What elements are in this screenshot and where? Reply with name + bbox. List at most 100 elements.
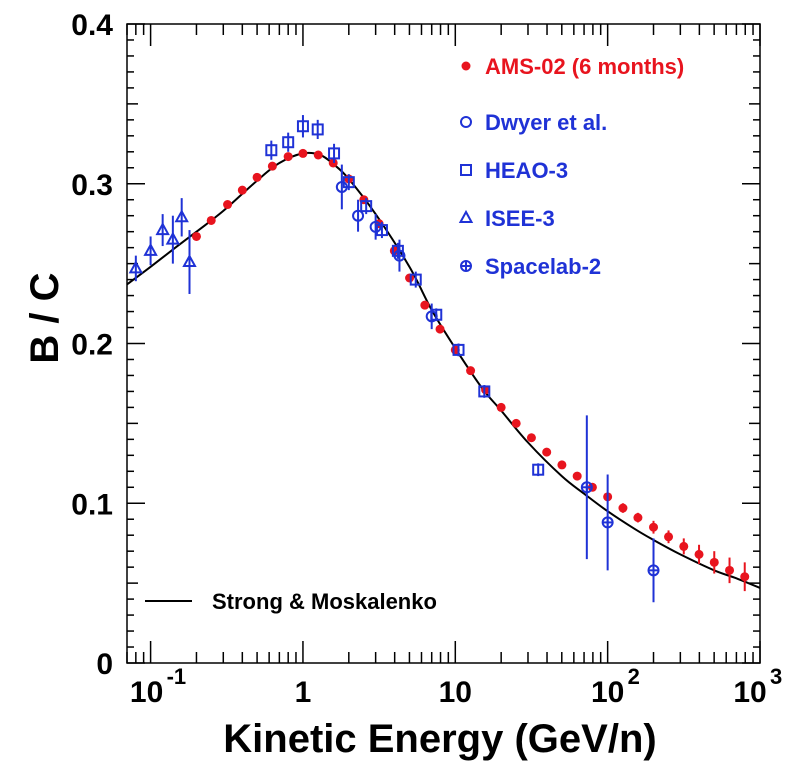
data-point	[311, 123, 324, 136]
marker-dot	[679, 541, 689, 551]
data-point	[174, 209, 189, 223]
legend-marker	[460, 116, 472, 128]
marker-dot	[694, 549, 704, 559]
x-tick-exponent: 3	[770, 664, 782, 689]
data-point	[649, 522, 659, 532]
legend-label: Spacelab-2	[485, 254, 601, 279]
data-point	[601, 516, 614, 529]
marker-dot	[542, 447, 552, 457]
data-point	[328, 147, 341, 160]
marker-dot	[618, 503, 628, 513]
marker-square	[296, 120, 309, 133]
data-point	[143, 242, 158, 256]
legend-label: ISEE-3	[485, 206, 555, 231]
marker-dot	[298, 148, 308, 158]
data-point	[435, 324, 445, 334]
x-tick-label: 10	[439, 676, 472, 709]
legend-label: Dwyer et al.	[485, 110, 607, 135]
y-axis-label: B / C	[23, 272, 67, 363]
data-point	[267, 161, 277, 171]
data-point	[694, 549, 704, 559]
data-point	[526, 433, 536, 443]
legend-marker	[458, 209, 474, 223]
data-point	[298, 148, 308, 158]
data-point	[296, 120, 309, 133]
data-point	[405, 273, 415, 283]
axis-ticks	[126, 23, 761, 664]
marker-dot	[557, 460, 567, 470]
data-point	[165, 231, 181, 245]
marker-dot	[252, 172, 262, 182]
x-tick-label: 1	[295, 676, 312, 709]
data-point	[572, 471, 582, 481]
marker-dot	[420, 300, 430, 310]
data-point	[618, 503, 628, 513]
curve-legend: Strong & Moskalenko	[145, 589, 437, 614]
marker-dot	[283, 152, 293, 162]
marker-square	[375, 224, 388, 237]
marker-triangle	[174, 209, 189, 223]
data-point	[391, 244, 404, 257]
data-point	[155, 222, 170, 236]
curve-legend-label: Strong & Moskalenko	[212, 589, 437, 614]
marker-dot	[466, 366, 476, 376]
data-point	[182, 253, 197, 268]
marker-triangle	[155, 222, 170, 236]
data-point	[511, 418, 521, 428]
marker-dot	[633, 513, 643, 523]
y-tick-label: 0.3	[71, 169, 113, 202]
data-point	[542, 447, 552, 457]
marker-triangle	[458, 209, 474, 223]
marker-triangle	[128, 260, 144, 274]
marker-dot	[435, 324, 445, 334]
legend-item: HEAO-3	[460, 158, 568, 183]
legend-label: AMS-02 (6 months)	[485, 54, 684, 79]
marker-square	[460, 164, 472, 176]
data-point	[679, 541, 689, 551]
data-point	[128, 260, 144, 274]
marker-dot	[191, 231, 201, 241]
marker-triangle	[143, 242, 158, 256]
marker-dot	[496, 402, 506, 412]
x-tick-label: 10	[733, 676, 766, 709]
legend-marker	[460, 260, 472, 272]
marker-square	[532, 463, 545, 476]
data-point	[237, 185, 247, 195]
marker-dot	[206, 215, 216, 225]
marker-square	[360, 200, 373, 213]
data-point	[430, 308, 443, 321]
marker-dot	[649, 522, 659, 532]
plot-frame	[126, 23, 761, 664]
legend: AMS-02 (6 months) Dwyer et al. HEAO-3 ISEE-…	[458, 54, 684, 279]
data-point	[223, 200, 233, 210]
marker-dot	[267, 161, 277, 171]
y-tick-label: 0.4	[71, 9, 113, 42]
series-4	[580, 415, 660, 603]
data-point	[466, 366, 476, 376]
data-point	[191, 231, 201, 241]
marker-circle	[369, 220, 382, 233]
data-point	[420, 300, 430, 310]
data-point	[252, 172, 262, 182]
axis-tick-labels: 10 -1 1 10 10 2 10 300.10.20.30.4	[71, 9, 782, 709]
marker-dot	[313, 150, 323, 160]
marker-square	[342, 176, 355, 189]
marker-triangle	[165, 231, 181, 245]
legend-marker	[461, 61, 471, 71]
x-tick-exponent: 2	[628, 664, 640, 689]
data-point	[740, 572, 750, 582]
marker-square	[452, 343, 465, 356]
legend-marker	[460, 164, 472, 176]
marker-dot	[664, 532, 674, 542]
data-point	[360, 200, 373, 213]
legend-item: AMS-02 (6 months)	[461, 54, 684, 79]
data-point	[478, 385, 491, 398]
marker-circle	[352, 209, 365, 222]
data-point	[532, 463, 545, 476]
series-2	[265, 115, 545, 477]
x-tick-label: 10	[130, 676, 163, 709]
marker-dot	[405, 273, 415, 283]
data-point	[342, 176, 355, 189]
marker-dot	[461, 61, 471, 71]
